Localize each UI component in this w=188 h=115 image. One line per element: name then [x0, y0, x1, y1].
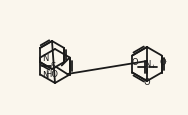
Text: O: O — [132, 58, 138, 66]
Text: O: O — [144, 77, 150, 86]
Text: N: N — [42, 54, 48, 62]
Text: S: S — [51, 62, 56, 71]
Text: +: + — [150, 64, 155, 69]
Text: ⁻: ⁻ — [164, 60, 167, 65]
Text: N: N — [42, 70, 48, 79]
Text: HO: HO — [45, 70, 58, 79]
Text: O: O — [159, 58, 166, 66]
Text: N: N — [144, 59, 150, 68]
